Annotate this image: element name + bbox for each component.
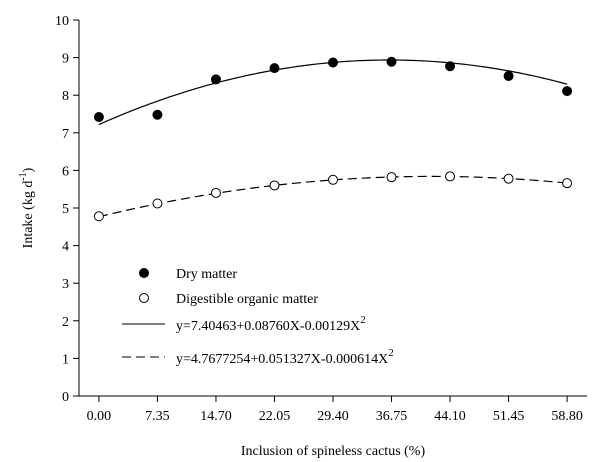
y-axis-title-tail: ) <box>21 167 36 172</box>
x-tick-label: 51.45 <box>493 409 525 424</box>
legend-marker-digestible-organic-matter <box>139 293 149 303</box>
point-digestible-organic-matter <box>386 172 397 183</box>
data-points <box>93 56 573 222</box>
x-tick-label: 0.00 <box>87 409 112 424</box>
y-axis-title-base: Intake (kg d <box>21 181 36 249</box>
legend-label-fit-2-text: y=4.7677254+0.051327X-0.000614X <box>176 352 388 367</box>
point-digestible-organic-matter <box>328 174 338 185</box>
legend: Dry matter Digestible organic matter y=7… <box>122 267 394 367</box>
point-dry-matter <box>503 71 514 82</box>
point-dry-matter <box>328 57 338 68</box>
y-axis-title: Intake (kg d-1) <box>18 167 36 248</box>
x-tick-label: 22.05 <box>259 409 291 424</box>
fit-curves <box>98 59 568 218</box>
x-tick-label: 29.40 <box>317 409 349 424</box>
y-tick-label: 7 <box>62 127 69 142</box>
y-tick-label: 5 <box>62 202 69 217</box>
y-tick-label: 1 <box>62 352 69 367</box>
y-tick-label: 3 <box>62 277 69 292</box>
y-tick-label: 8 <box>62 89 69 104</box>
y-tick-label: 0 <box>62 390 69 405</box>
y-tick-label: 10 <box>55 14 69 29</box>
x-ticks: 0.00 7.35 14.70 22.05 29.40 36.75 44.10 51.45 58… <box>87 396 583 424</box>
point-dry-matter <box>93 112 104 123</box>
x-tick-label: 58.80 <box>551 409 583 424</box>
point-dry-matter <box>210 74 221 85</box>
point-dry-matter <box>152 109 163 120</box>
legend-label-fit-1-text: y=7.40463+0.08760X-0.00129X <box>176 319 360 334</box>
y-ticks: 0 1 2 3 4 5 6 7 8 9 10 <box>55 14 79 405</box>
point-digestible-organic-matter <box>503 173 514 184</box>
y-tick-label: 9 <box>62 52 69 67</box>
point-dry-matter <box>386 56 397 67</box>
point-digestible-organic-matter <box>93 211 104 222</box>
y-tick-label: 4 <box>62 240 69 255</box>
legend-label-dry-matter: Dry matter <box>176 267 237 282</box>
legend-label-fit-2-exp: 2 <box>388 347 394 359</box>
x-tick-label: 7.35 <box>145 409 170 424</box>
point-dry-matter <box>562 86 573 97</box>
fit-curve-2 <box>98 175 568 218</box>
x-tick-label: 44.10 <box>434 409 466 424</box>
y-axis-title-sup: -1 <box>18 172 29 180</box>
legend-label-digestible-organic-matter: Digestible organic matter <box>176 292 318 307</box>
point-digestible-organic-matter <box>152 198 163 209</box>
fit-curve-1 <box>98 59 568 126</box>
x-tick-label: 36.75 <box>376 409 408 424</box>
legend-label-fit-1: y=7.40463+0.08760X-0.00129X2 <box>176 314 366 334</box>
legend-marker-dry-matter <box>139 268 149 278</box>
x-tick-label: 14.70 <box>200 409 232 424</box>
point-digestible-organic-matter <box>210 187 221 198</box>
y-tick-label: 2 <box>62 315 69 330</box>
point-digestible-organic-matter <box>445 171 456 182</box>
point-digestible-organic-matter <box>562 178 573 189</box>
x-axis-title: Inclusion of spineless cactus (%) <box>241 444 426 459</box>
y-tick-label: 6 <box>62 164 69 179</box>
point-dry-matter <box>269 63 280 74</box>
legend-label-fit-1-exp: 2 <box>360 314 366 326</box>
point-dry-matter <box>445 61 456 72</box>
legend-label-fit-2: y=4.7677254+0.051327X-0.000614X2 <box>176 347 394 367</box>
point-digestible-organic-matter <box>269 180 280 191</box>
